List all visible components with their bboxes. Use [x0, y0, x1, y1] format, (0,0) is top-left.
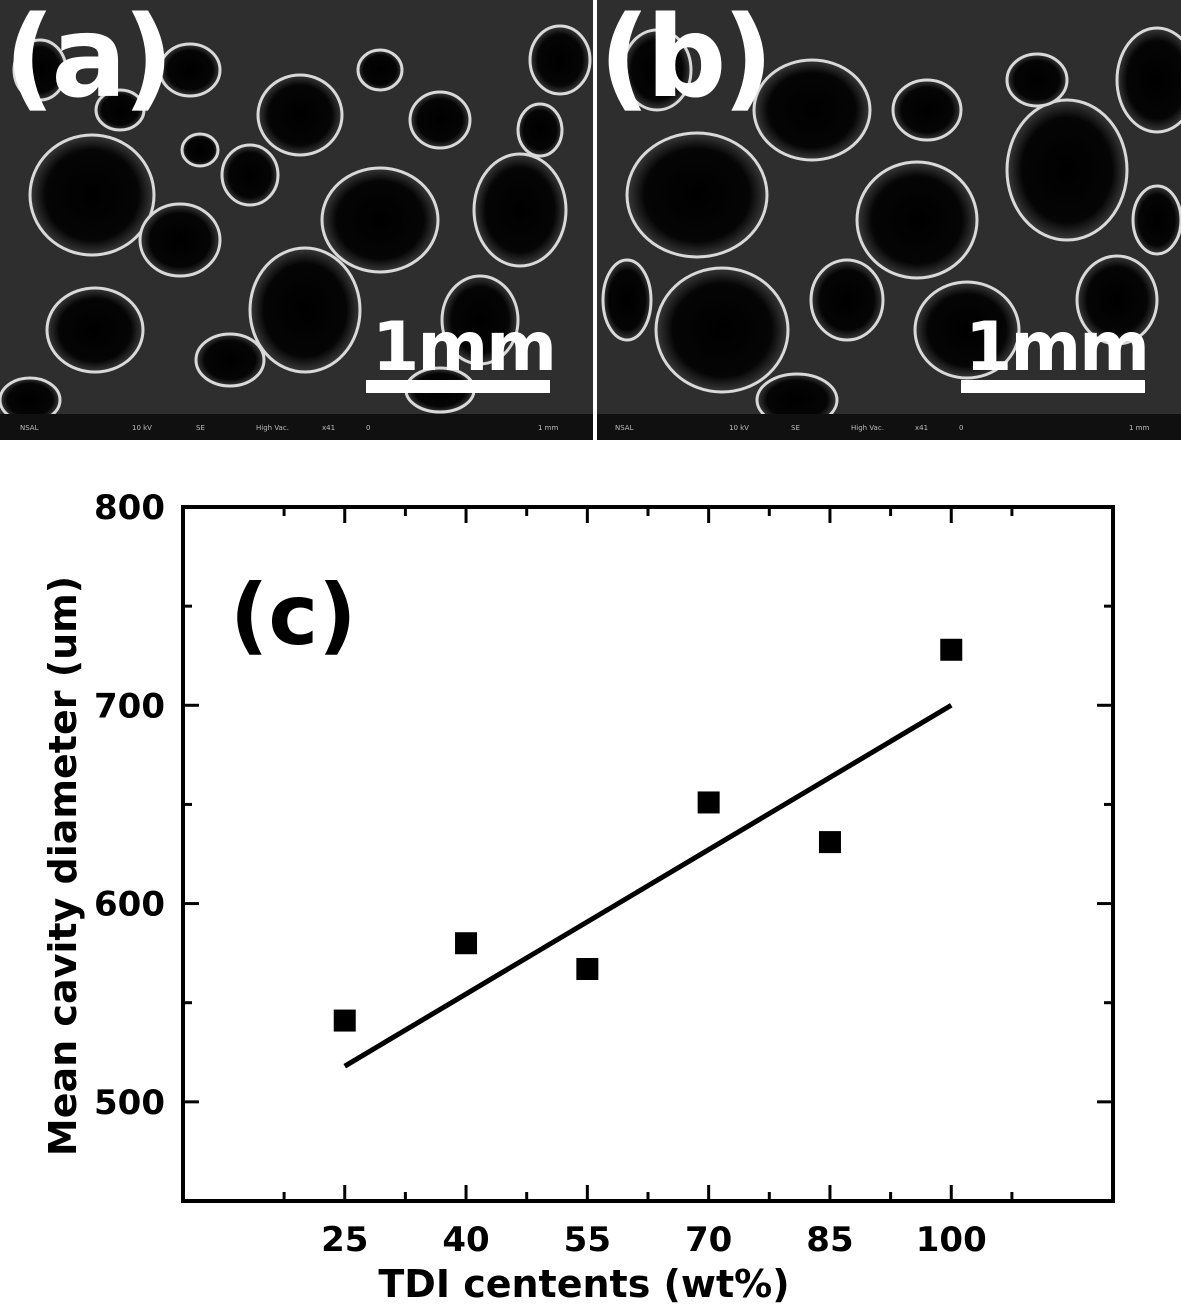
- sem-scale-start-b: 0: [959, 424, 964, 432]
- data-point: [697, 791, 720, 814]
- foam-cell: [220, 143, 280, 207]
- panel-label-c: (c): [230, 566, 357, 664]
- foam-cell: [516, 102, 564, 158]
- sem-lab-b: NSAL: [615, 424, 634, 432]
- foam-cell: [1075, 254, 1159, 346]
- x-tick-label: 100: [916, 1220, 987, 1260]
- linear-fit-line: [343, 703, 953, 1069]
- foam-cell: [138, 202, 222, 278]
- foam-cell: [1005, 98, 1129, 242]
- sem-vacuum-b: High Vac.: [851, 424, 884, 432]
- sem-voltage-a: 10 kV: [132, 424, 152, 432]
- foam-cell: [625, 131, 769, 259]
- foam-cell: [621, 28, 693, 112]
- sem-magnification-a: x41: [322, 424, 336, 432]
- foam-cell: [855, 160, 979, 280]
- foam-cell: [472, 152, 568, 268]
- y-tick-label: 800: [94, 488, 165, 528]
- foam-cell: [248, 246, 362, 374]
- data-point: [576, 958, 599, 981]
- foam-cell: [158, 42, 222, 98]
- x-tick-label: 40: [442, 1220, 489, 1260]
- y-axis-title: Mean cavity diameter (um): [41, 576, 85, 1156]
- data-point: [818, 831, 841, 854]
- foam-cell: [528, 24, 592, 96]
- y-tick-label: 500: [94, 1083, 165, 1123]
- panel-label-a: (a): [4, 0, 174, 123]
- sem-foam-image-a: [0, 0, 593, 440]
- sem-scale-start-a: 0: [366, 424, 371, 432]
- x-axis-title: TDI centents (wt%): [378, 1262, 789, 1306]
- foam-cell: [94, 88, 146, 132]
- foam-cell: [194, 332, 266, 388]
- x-axis-ticks: 25 40 55 70 85 100: [282, 507, 1014, 1260]
- sem-lab-a: NSAL: [20, 424, 39, 432]
- foam-cell: [12, 38, 68, 102]
- data-point: [455, 932, 478, 955]
- sem-foam-image-b: [597, 0, 1181, 440]
- foam-cell: [891, 78, 963, 142]
- x-tick-label: 85: [806, 1220, 853, 1260]
- y-tick-label: 600: [94, 885, 165, 925]
- foam-cell: [45, 286, 145, 374]
- foam-cell: [1005, 52, 1069, 108]
- foam-cell: [440, 274, 520, 366]
- foam-cell: [809, 258, 885, 342]
- x-tick-label: 70: [685, 1220, 732, 1260]
- scatter-chart: 25 40 55 70 85 100 500 600 700 800 (c) TDI cente…: [41, 488, 1115, 1306]
- foam-cell: [601, 258, 653, 342]
- foam-cell: [28, 133, 156, 257]
- panel-label-b: (b): [599, 0, 774, 123]
- data-point: [333, 1009, 356, 1032]
- scale-bar-b: [961, 380, 1145, 393]
- sem-vacuum-a: High Vac.: [256, 424, 289, 432]
- foam-cell: [180, 132, 220, 168]
- foam-cell: [256, 73, 344, 157]
- sem-magnification-b: x41: [915, 424, 929, 432]
- scale-bar-a: [366, 380, 550, 393]
- foam-cell: [913, 280, 1021, 380]
- sem-voltage-b: 10 kV: [729, 424, 749, 432]
- foam-cell: [1131, 184, 1181, 256]
- y-tick-label: 700: [94, 686, 165, 726]
- scale-bar-label-b: 1mm: [965, 308, 1150, 387]
- foam-cell: [1115, 26, 1181, 134]
- sem-image-panel-a: (a) 1mm NSAL 10 kV SE High Vac. x41 0 1 …: [0, 0, 593, 440]
- sem-detector-b: SE: [791, 424, 800, 432]
- y-axis-ticks: 500 600 700 800: [94, 488, 1113, 1203]
- sem-detector-a: SE: [196, 424, 205, 432]
- data-points: [333, 638, 963, 1032]
- data-point: [940, 638, 963, 661]
- foam-cell: [408, 90, 472, 150]
- foam-cell: [654, 266, 790, 394]
- foam-cell: [320, 166, 440, 274]
- foam-cell: [752, 58, 872, 162]
- scale-bar-label-a: 1mm: [372, 308, 557, 387]
- sem-scale-end-b: 1 mm: [1129, 424, 1150, 432]
- x-tick-label: 25: [321, 1220, 368, 1260]
- foam-cell: [356, 48, 404, 92]
- sem-info-bar-a: NSAL 10 kV SE High Vac. x41 0 1 mm: [0, 414, 593, 440]
- sem-image-panel-b: (b) 1mm NSAL 10 kV SE High Vac. x41 0 1 …: [597, 0, 1181, 440]
- x-tick-label: 55: [564, 1220, 611, 1260]
- sem-info-bar-b: NSAL 10 kV SE High Vac. x41 0 1 mm: [597, 414, 1181, 440]
- sem-scale-end-a: 1 mm: [538, 424, 559, 432]
